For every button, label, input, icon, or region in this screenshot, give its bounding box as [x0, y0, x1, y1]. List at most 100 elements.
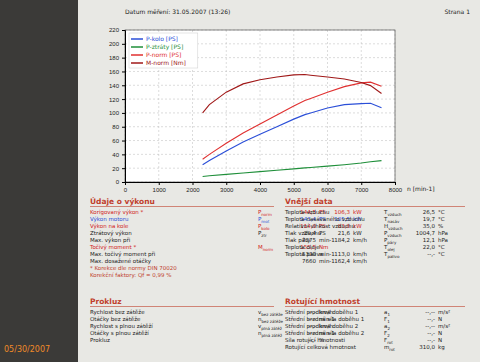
- grid-line: [361, 30, 362, 182]
- tick: 0: [116, 179, 125, 185]
- section-title: Rotující hmotnost: [285, 297, 360, 306]
- row-label: Výkon motoru: [90, 216, 128, 223]
- symbol-subscript: bez zátěže: [262, 319, 284, 324]
- row-unit: °C: [438, 251, 445, 257]
- grid-line: [226, 30, 227, 182]
- row-unit: N: [438, 330, 442, 336]
- row-label: Otáčky bez zátěže: [90, 316, 141, 323]
- row-label: Teplota vzduchu: [284, 209, 330, 216]
- header-page: Strana 1: [444, 8, 470, 15]
- separator: [90, 206, 274, 207]
- row-unit: hPa: [438, 237, 448, 243]
- tick: 180: [109, 55, 125, 61]
- row-symbol: vplná zátěž: [258, 323, 282, 331]
- legend-swatch: [131, 38, 143, 40]
- grid-line: [260, 30, 261, 182]
- grid: [125, 30, 395, 182]
- grid-line: [125, 112, 395, 113]
- symbol-subscript: 2: [387, 333, 390, 338]
- row-label: Max. výkon při: [90, 237, 131, 244]
- legend-box: [129, 33, 198, 68]
- tick: 200: [109, 41, 125, 47]
- tick-mark: [122, 127, 125, 128]
- row-label: Rychlost s plnou zátěží: [90, 323, 153, 330]
- row-unit: °C: [438, 209, 445, 215]
- tick-mark: [193, 182, 194, 185]
- section-title: Údaje o výkonu: [90, 197, 155, 206]
- row-label: Otáčky s plnou zátěží: [90, 330, 149, 337]
- symbol-subscript: vzduch: [388, 226, 403, 231]
- row-label: Síla rotující hmotnosti: [285, 337, 345, 344]
- tick-mark: [122, 168, 125, 169]
- tick-label: 2000: [186, 187, 200, 193]
- row-symbol: Mnorm: [258, 244, 273, 252]
- tick-mark: [361, 182, 362, 185]
- x-axis: 010002000300040005000600070008000: [124, 182, 403, 193]
- row-label: Max. točivý moment při: [90, 251, 156, 258]
- row-label: Rychlost bez zátěže: [90, 309, 145, 316]
- row-value: --,--: [425, 323, 435, 329]
- row-value: 21,6: [338, 230, 351, 236]
- tick: 8000: [389, 182, 403, 193]
- legend-swatch: [131, 46, 143, 48]
- row-unit: %: [438, 223, 443, 229]
- row-label: Korigovaný výkon *: [90, 209, 144, 216]
- legend-swatch: [131, 54, 143, 56]
- tick-label: 7000: [355, 187, 369, 193]
- row-symbol: vbez zátěže: [258, 309, 283, 317]
- symbol-subscript: vzduch: [387, 212, 402, 217]
- tick-label: 20: [112, 166, 119, 172]
- symbol-subscript: páry: [387, 240, 397, 245]
- row-label: Teplota oleje: [284, 244, 320, 251]
- tick: 0: [124, 182, 128, 193]
- tick-mark: [226, 182, 227, 185]
- tick: 40: [112, 152, 125, 158]
- row-value: 7660: [302, 258, 316, 264]
- row-label: Točivý moment *: [89, 244, 136, 251]
- tick-label: 200: [109, 41, 120, 47]
- tick-mark: [159, 182, 160, 185]
- row-label: Střední prodleva doběhu 1: [285, 309, 358, 316]
- row-label: Střední brzdná síla doběhu 2: [285, 330, 364, 336]
- row-label: Tlak vzduchu: [284, 230, 321, 236]
- tick-label: 0: [124, 187, 128, 193]
- row-unit: N: [438, 316, 442, 322]
- row-unit: °C: [438, 216, 445, 222]
- row-label: Výkon na kole: [90, 223, 129, 230]
- tick-label: 80: [112, 124, 119, 130]
- tick-label: 1000: [153, 187, 167, 193]
- tick-mark: [260, 182, 261, 185]
- tick-label: 180: [109, 55, 120, 61]
- tick-label: 140: [109, 83, 120, 89]
- legend-label: P-kolo [PS]: [146, 35, 178, 42]
- tick: 60: [112, 138, 125, 144]
- tick-label: 0: [116, 179, 120, 185]
- tick: 5000: [288, 182, 302, 193]
- tick-mark: [395, 182, 396, 185]
- row-value: 1004,7: [416, 230, 436, 236]
- series-line: [203, 103, 382, 164]
- symbol-subscript: 1: [387, 312, 390, 317]
- chart: 0100020003000400050006000700080000204060…: [109, 27, 435, 193]
- row-label: Rotující celková hmotnost: [285, 344, 357, 351]
- tick-label: 40: [112, 152, 119, 158]
- symbol-subscript: plná zátěž: [261, 326, 282, 331]
- row-value: 184,2: [334, 237, 350, 243]
- grid-line: [125, 126, 395, 127]
- row-label: Max. dosažené otáčky: [90, 258, 152, 265]
- legend-label: M-norm [Nm]: [146, 59, 186, 66]
- plot-background: [125, 30, 395, 182]
- tick-mark: [122, 113, 125, 114]
- grid-line: [125, 71, 395, 72]
- photo-date: 05/30/2007: [4, 345, 50, 354]
- tick: 100: [109, 110, 125, 116]
- symbol-subscript: olej: [387, 247, 394, 252]
- row-value: --,-: [427, 251, 435, 257]
- tick-mark: [122, 58, 125, 59]
- row-unit: Nm: [319, 244, 328, 250]
- axis-line: [122, 31, 126, 183]
- header-date: Datum měření: 31.05.2007 (13:26): [125, 8, 230, 15]
- row-unit: m/s²: [438, 309, 450, 315]
- row-label: Střední prodleva doběhu 2: [285, 323, 358, 330]
- plot-frame: [125, 30, 395, 182]
